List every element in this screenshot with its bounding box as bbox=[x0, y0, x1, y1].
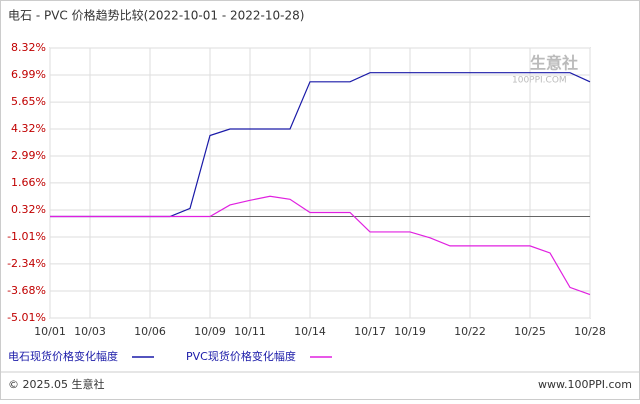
watermark: 生意社 bbox=[530, 54, 578, 73]
y-tick-label: 2.99% bbox=[11, 149, 46, 162]
y-tick-label: 5.65% bbox=[11, 95, 46, 108]
x-tick-label: 10/03 bbox=[74, 325, 106, 338]
legend-label: PVC现货价格变化幅度 bbox=[186, 349, 296, 363]
y-tick-label: 4.32% bbox=[11, 122, 46, 135]
y-tick-label: -1.01% bbox=[7, 230, 46, 243]
y-tick-label: -3.68% bbox=[7, 284, 46, 297]
x-tick-label: 10/22 bbox=[454, 325, 486, 338]
y-tick-label: -5.01% bbox=[7, 311, 46, 324]
x-tick-label: 10/17 bbox=[354, 325, 386, 338]
y-tick-label: -2.34% bbox=[7, 257, 46, 270]
watermark-sub: 100PPI.COM bbox=[512, 76, 567, 86]
x-tick-label: 10/11 bbox=[234, 325, 266, 338]
series-line bbox=[50, 195, 591, 296]
footer-right: www.100PPI.com bbox=[538, 378, 632, 391]
y-tick-label: 1.66% bbox=[11, 176, 46, 189]
y-tick-label: 0.32% bbox=[11, 203, 46, 216]
x-tick-label: 10/01 bbox=[34, 325, 66, 338]
x-tick-label: 10/28 bbox=[574, 325, 606, 338]
x-tick-label: 10/09 bbox=[194, 325, 226, 338]
legend-label: 电石现货价格变化幅度 bbox=[8, 349, 118, 363]
x-tick-label: 10/19 bbox=[394, 325, 426, 338]
x-tick-label: 10/14 bbox=[294, 325, 326, 338]
x-tick-label: 10/25 bbox=[514, 325, 546, 338]
y-tick-label: 6.99% bbox=[11, 68, 46, 81]
y-tick-label: 8.32% bbox=[11, 41, 46, 54]
x-tick-label: 10/06 bbox=[134, 325, 166, 338]
footer-left: © 2025.05 生意社 bbox=[8, 377, 104, 391]
chart-title: 电石 - PVC 价格趋势比较(2022-10-01 - 2022-10-28) bbox=[8, 8, 304, 23]
